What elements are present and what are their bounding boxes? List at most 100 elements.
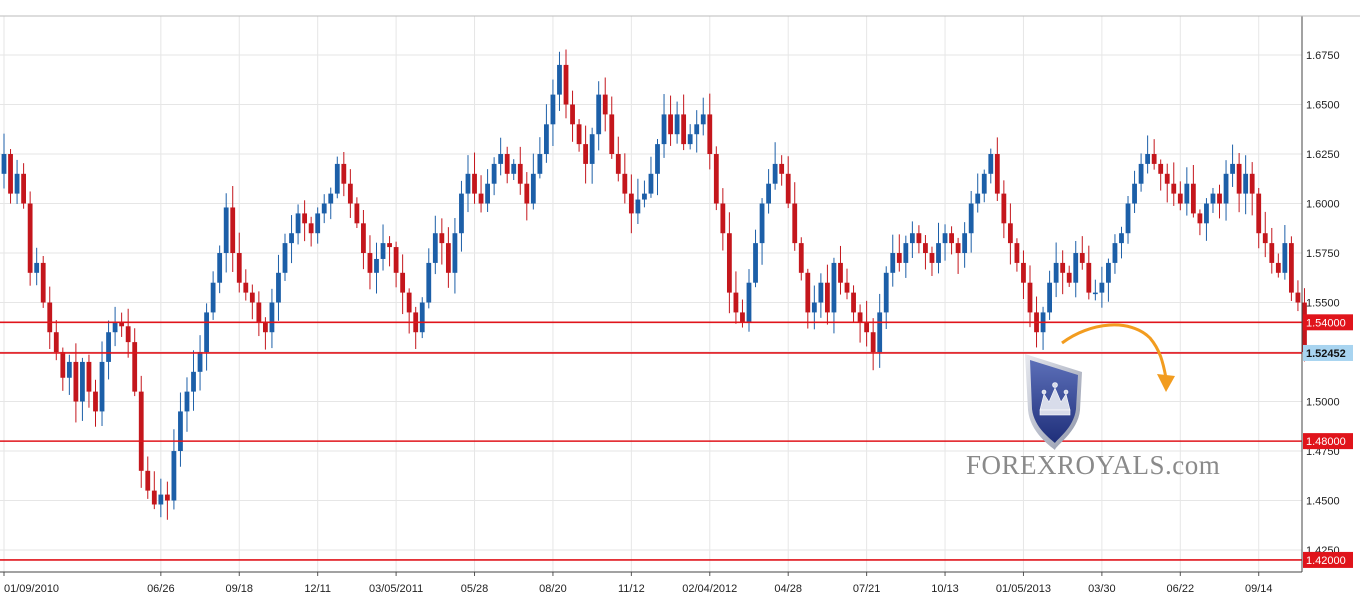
candle-body [615,154,621,174]
candle-body [119,322,125,327]
candle-body [164,494,170,501]
candle-body [1236,163,1242,194]
candle-body [628,193,634,214]
candle-body [1243,173,1249,194]
candle-body [563,64,569,105]
y-tick-label: 1.5500 [1306,298,1340,310]
candle-body [419,302,425,333]
x-tick-label: 10/13 [931,583,959,595]
candle-body [66,361,72,378]
candle-body [772,163,778,184]
candle-body [361,223,366,254]
candle-body [184,391,190,412]
candle-body [21,173,27,204]
x-tick-label: 06/26 [147,583,175,595]
x-tick-label: 09/14 [1245,583,1273,595]
candle-body [1099,282,1105,293]
candle-body [485,183,490,204]
x-tick-label: 02/04/2012 [682,583,737,595]
candle-body [308,223,314,234]
candle-body [831,262,837,313]
candle-body [929,253,935,263]
candle-body [805,272,811,313]
x-tick-label: 06/22 [1167,583,1195,595]
level-label-box [1303,314,1353,331]
candle-body [145,470,151,491]
candle-body [197,352,203,372]
candle-body [596,94,602,135]
candle-body [106,332,111,362]
support-resistance-lines [0,321,1302,561]
candle-body [792,203,798,244]
x-tick-label: 05/28 [461,583,489,595]
candle-body [942,233,948,244]
candle-body [674,114,680,135]
candle-body [367,253,373,273]
candle-body [570,104,575,125]
shield-crown-icon [1025,354,1082,450]
candle-body [269,302,275,333]
candle-body [374,258,379,273]
candle-body [256,302,262,323]
candle-body [1138,163,1144,184]
candle-body [857,312,863,323]
candle-body [981,173,987,194]
level-labels: 1.54000 1.52452 1.48000 1.42000 [1303,314,1353,568]
candle-body [1053,262,1059,283]
x-tick-label: 07/21 [853,583,881,595]
candle-body [1197,213,1203,224]
candle-body [354,203,360,224]
candle-body [1230,163,1235,174]
candle-body [1164,173,1170,184]
candle-body [1171,183,1177,194]
candle-body [406,292,412,313]
candle-body [877,312,883,353]
candle-body [648,173,654,194]
candle-body [994,154,1000,194]
candles [1,49,1307,520]
candle-body [1288,243,1294,293]
candle-body [99,361,105,412]
candle-body [341,163,347,184]
candle-body [779,163,785,174]
candle-body [903,243,909,263]
candle-body [236,253,242,283]
candle-body [557,64,562,95]
candle-body [1014,243,1020,263]
level-label-text: 1.54000 [1306,317,1346,329]
candle-body [491,163,497,184]
candle-body [432,233,438,263]
candle-body [504,154,510,174]
candle-body [962,233,968,254]
candle-body [1007,223,1013,244]
candle-body [1079,253,1085,263]
candle-body [635,199,641,214]
x-tick-label: 01/05/2013 [996,583,1051,595]
candle-body [387,243,392,248]
candle-body [949,233,954,244]
candle-body [178,411,183,452]
candle-body [328,193,334,204]
x-tick-labels: 01/09/2010 06/26 09/18 12/11 03/05/2011 05/28… [4,583,1272,595]
candle-body [759,203,765,244]
candle-body [452,233,458,273]
candle-body [223,207,229,254]
candle-body [445,243,451,273]
candle-body [602,94,608,115]
candle-body [204,312,209,353]
candle-body [975,193,981,204]
candle-body [243,282,249,293]
candle-body [785,173,791,204]
candle-body [1151,154,1157,164]
candle-body [622,173,628,194]
candle-body [125,326,131,343]
candle-body [347,183,353,204]
candle-body [1275,262,1281,273]
candle-body [681,114,687,145]
y-tick-label: 1.6000 [1306,199,1340,211]
candle-body [14,173,20,194]
candle-body [1106,262,1111,283]
candle-body [478,193,484,204]
candle-body [86,361,92,392]
